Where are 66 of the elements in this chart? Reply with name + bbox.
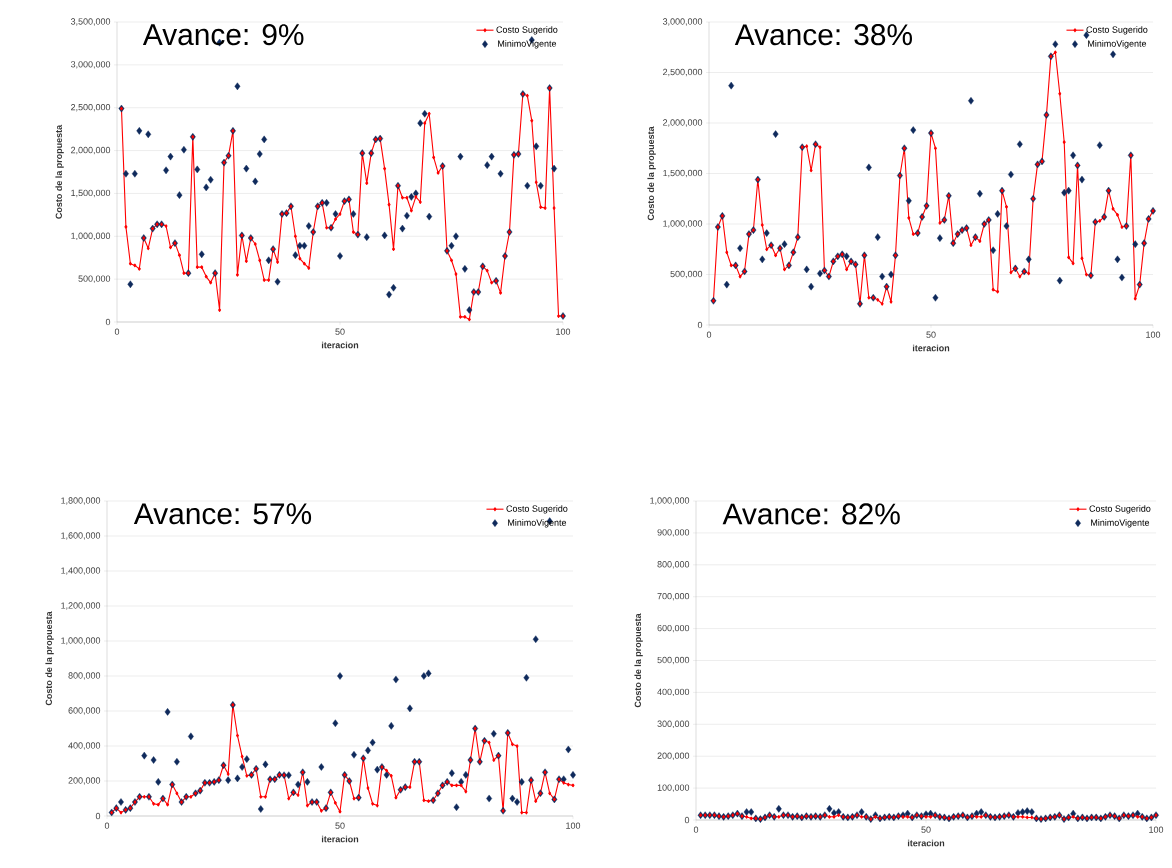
x-axis-title: iteracion (321, 341, 359, 349)
x-axis-title: iteracion (321, 835, 359, 843)
y-tick-label: 500,000 (657, 656, 690, 665)
y-axis-title: Costo de la propuesta (647, 126, 656, 221)
x-tick-label: 100 (1149, 826, 1164, 833)
y-tick-label: 3,000,000 (70, 61, 111, 69)
x-tick-label: 100 (1146, 331, 1161, 338)
chart-title: Avance: 38% (734, 24, 912, 46)
y-tick-label: 600,000 (68, 707, 101, 715)
y-tick-label: 1,600,000 (61, 532, 101, 540)
y-tick-label: 1,400,000 (61, 567, 101, 575)
y-tick-label: 1,000,000 (61, 637, 101, 645)
y-tick-label: 0 (684, 816, 690, 824)
x-axis-title: iteracion (907, 839, 945, 847)
x-axis-title: iteracion (912, 344, 950, 352)
legend-label: MinimoVigente (498, 40, 557, 49)
y-tick-label: 1,800,000 (61, 497, 101, 505)
y-tick-label: 400,000 (68, 742, 101, 750)
y-tick-label: 700,000 (657, 593, 690, 601)
y-axis-title: Costo de la propuesta (45, 611, 54, 706)
x-tick-label: 50 (926, 331, 936, 338)
legend-label: MinimoVigente (508, 519, 567, 528)
y-tick-label: 3,500,000 (70, 18, 111, 26)
y-tick-label: 100,000 (657, 784, 690, 792)
y-tick-label: 1,500,000 (663, 169, 703, 178)
y-tick-label: 0 (697, 321, 703, 329)
y-tick-label: 500,000 (670, 270, 703, 279)
y-tick-label: 0 (105, 318, 111, 326)
y-tick-label: 1,200,000 (61, 602, 101, 610)
y-tick-label: 1,000,000 (663, 220, 703, 228)
x-tick-label: 50 (335, 328, 345, 335)
legend-label: Costo Sugerido (1086, 26, 1148, 35)
x-tick-label: 0 (114, 328, 120, 335)
y-axis-title: Costo de la propuesta (55, 124, 64, 219)
y-tick-label: 2,000,000 (71, 146, 111, 155)
y-tick-label: 500,000 (78, 275, 111, 283)
y-tick-label: 800,000 (68, 672, 101, 680)
chart-title: Avance: 57% (133, 503, 312, 525)
y-tick-label: 800,000 (657, 561, 690, 569)
y-tick-label: 600,000 (657, 624, 690, 633)
legend-label: MinimoVigente (1088, 40, 1147, 49)
y-tick-label: 200,000 (657, 752, 690, 760)
legend-label: Costo Sugerido (1089, 505, 1151, 514)
legend-label: Costo Sugerido (506, 505, 568, 514)
y-tick-label: 900,000 (657, 529, 690, 537)
y-tick-label: 3,000,000 (662, 18, 703, 26)
x-tick-label: 50 (921, 826, 931, 833)
chart-title: Avance: 82% (722, 503, 900, 525)
x-tick-label: 100 (566, 822, 581, 829)
y-tick-label: 0 (95, 812, 101, 820)
y-tick-label: 1,500,000 (71, 189, 111, 198)
y-tick-label: 1,000,000 (71, 232, 111, 240)
y-tick-label: 400,000 (657, 688, 690, 697)
legend-label: MinimoVigente (1091, 519, 1150, 528)
x-tick-label: 50 (335, 822, 345, 829)
x-tick-label: 0 (706, 331, 712, 338)
y-tick-label: 300,000 (657, 720, 690, 729)
legend-label: Costo Sugerido (496, 26, 558, 35)
chart-title: Avance: 9% (142, 24, 304, 46)
y-tick-label: 2,000,000 (663, 119, 703, 127)
y-tick-label: 2,500,000 (663, 68, 703, 77)
y-axis-title: Costo de la propuesta (634, 613, 643, 708)
y-tick-label: 200,000 (68, 777, 101, 785)
y-tick-label: 2,500,000 (71, 104, 111, 112)
y-tick-label: 1,000,000 (650, 497, 690, 505)
x-tick-label: 100 (556, 328, 571, 335)
